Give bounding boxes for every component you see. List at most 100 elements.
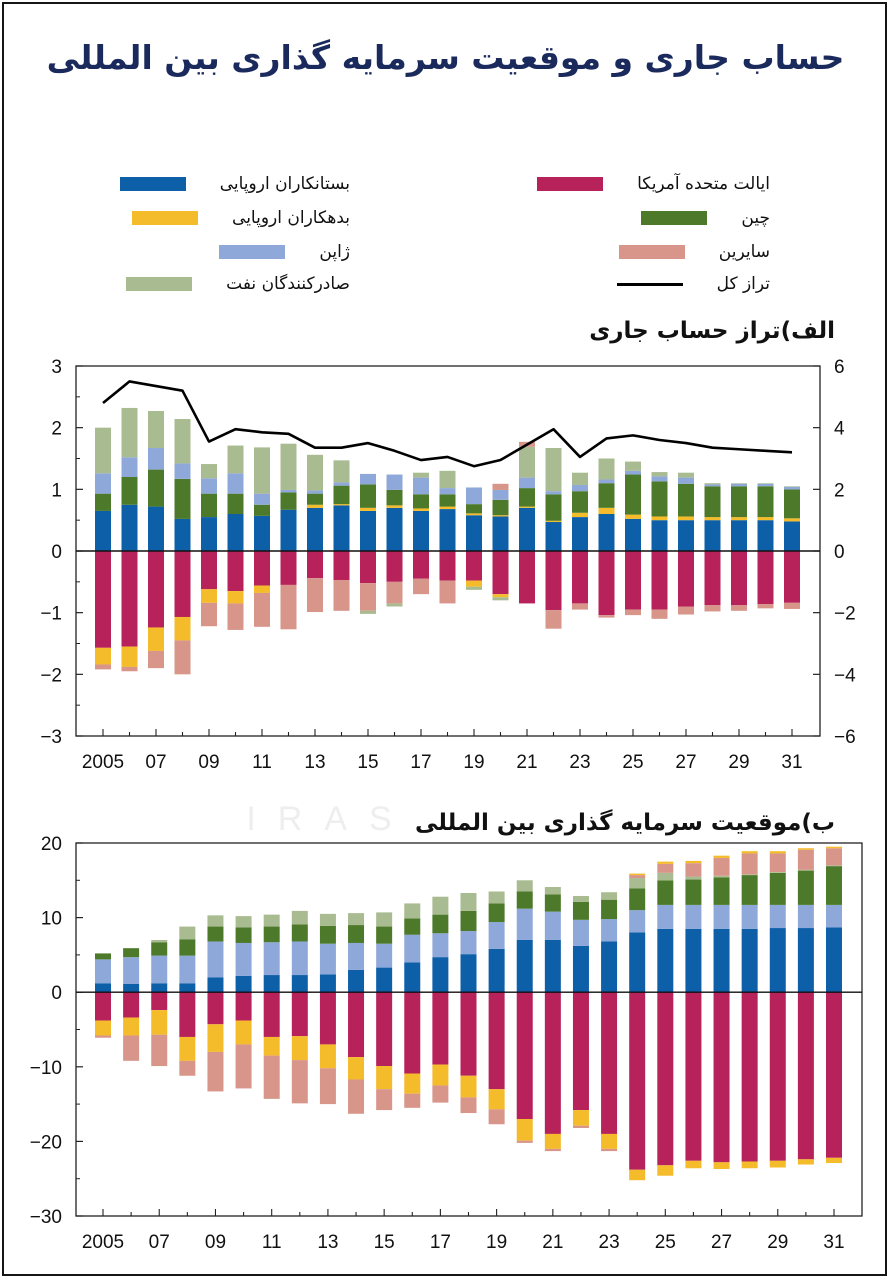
panel-b-bar-china [432,914,449,934]
panel-a-bar-eu_creditors [625,518,641,551]
panel-a-x-tick-label: 23 [569,752,590,773]
panel-b-bar-neg-us [572,992,589,1111]
panel-b-bar-neg-eu_debtors [432,1064,449,1086]
panel-a-bar-neg-us [731,551,747,606]
panel-a-bar-china [598,483,615,508]
panel-a-bar-china [784,489,800,519]
legend-swatch-china [641,211,708,225]
panel-a-bar-neg-eu_debtors [148,627,164,651]
panel-b-bar-oil [488,891,505,904]
panel-a-bar-neg-others [625,609,641,616]
panel-a-bar-oil [148,411,164,449]
panel-a-bar-oil [95,427,111,474]
panel-a-right-tick-label: −6 [834,727,856,748]
panel-a-bar-neg-others [280,584,297,630]
watermark-text: IRAS [246,800,413,838]
panel-a-title: الف)تراز حساب جاری [589,318,835,344]
panel-b-bar-neg-eu_debtors [179,1036,196,1061]
panel-b-bar-oil [544,887,561,895]
panel-b-bar-japan [348,942,365,970]
panel-b-bar-eu_debtors [685,860,702,864]
panel-a-bar-china [545,494,562,521]
panel-a-x-tick-label: 25 [622,752,643,773]
panel-a-bar-neg-others [360,583,376,611]
panel-a-bar-china [757,486,774,518]
panel-b-bar-neg-eu_debtors [797,1159,814,1165]
panel-b-bar-others [713,857,730,876]
panel-a-bar-china [731,486,747,518]
panel-b-bar-neg-us [797,992,814,1160]
panel-b-bar-neg-others [151,1034,168,1067]
panel-a-bar-eu_creditors [678,520,694,551]
panel-b-bar-japan [572,919,589,946]
panel-b-bar-oil [348,913,365,926]
panel-a-bar-china [492,499,509,516]
panel-a-bar-japan [466,487,482,505]
legend-item-others: سایرین [440,240,770,264]
panel-a-bar-neg-us [280,551,297,585]
panel-a-bar-neg-us [307,551,323,579]
panel-b-bar-others [685,863,702,877]
panel-b-x-tick-label: 25 [655,1232,676,1253]
panel-b-bar-neg-us [826,992,842,1158]
panel-a-bar-japan [651,476,668,482]
panel-a-bar-japan [201,478,217,494]
panel-b-bar-eu_creditors [151,983,168,993]
panel-a-bar-china [704,486,721,518]
panel-a-bar-oil [413,472,429,478]
panel-a-bar-japan [174,463,191,479]
panel-b-bar-neg-others [488,1109,505,1125]
legend-swatch-japan [219,245,286,259]
panel-a-bar-china [572,491,588,513]
panel-b-bar-neg-us [460,992,477,1076]
panel-b-bar-neg-us [263,992,280,1037]
panel-b-bar-neg-eu_debtors [207,1024,224,1052]
panel-b-bar-japan [769,904,786,929]
panel-a-bar-neg-others [731,605,747,611]
panel-a-bar-eu_creditors [519,507,535,551]
panel-a-bar-japan [254,493,270,505]
panel-a-bar-japan [757,483,774,487]
panel-b-bar-japan [685,904,702,929]
panel-a-left-tick-label: 1 [51,480,62,501]
panel-b-bar-neg-eu_debtors [826,1157,842,1164]
panel-a-bar-china [625,474,641,515]
panel-a-bar-neg-others [333,579,350,611]
panel-a-bar-eu_creditors [492,516,509,551]
panel-a-bar-neg-us [598,551,615,616]
panel-a-bar-japan [784,486,800,490]
panel-b-bar-china [713,877,730,905]
panel-b-bar-eu_creditors [179,983,196,993]
panel-a-bar-eu_debtors [784,518,800,522]
panel-b-left-tick-label: 10 [41,909,62,930]
panel-b-chart: −30 −20 −10 0 10 20 2005 07 09 11 13 15 17 19 21 23 25 27… [30,834,863,1253]
panel-b-bar-eu_debtors [629,873,646,876]
panel-b-left-tick-label: −30 [30,1207,62,1228]
panel-b-bar-japan [291,941,308,976]
panel-b-bar-neg-others [516,1140,533,1143]
panel-a-bar-eu_debtors [625,514,641,519]
panel-b-bar-eu_creditors [544,939,561,993]
panel-a-bar-china [519,488,535,507]
panel-b-bar-neg-us [516,992,533,1120]
legend-swatch-us [537,177,604,191]
panel-a-bar-japan [307,490,323,494]
panel-b-bar-eu_creditors [657,928,674,993]
panel-a-bar-china [254,504,270,516]
panel-b-bar-japan [235,942,252,976]
panel-a-bar-japan [413,477,429,495]
panel-b-bar-china [95,953,111,960]
panel-b-bar-china [629,888,646,911]
panel-a-bar-japan [121,457,138,477]
panel-a-left-tick-label: −1 [40,604,62,625]
panel-a-bar-eu_creditors [598,514,615,551]
panel-a-bar-neg-us [95,551,111,648]
panel-b-bar-oil [432,896,449,915]
panel-a-bar-eu_debtors [757,517,774,521]
panel-b-bar-china [769,872,786,905]
panel-a-left-tick-label: −2 [40,665,62,686]
panel-b-bar-neg-us [685,992,702,1161]
panel-a-bar-eu_creditors [386,507,403,551]
panel-b-bar-china [235,927,252,943]
panel-a-bar-eu_creditors [545,522,562,551]
